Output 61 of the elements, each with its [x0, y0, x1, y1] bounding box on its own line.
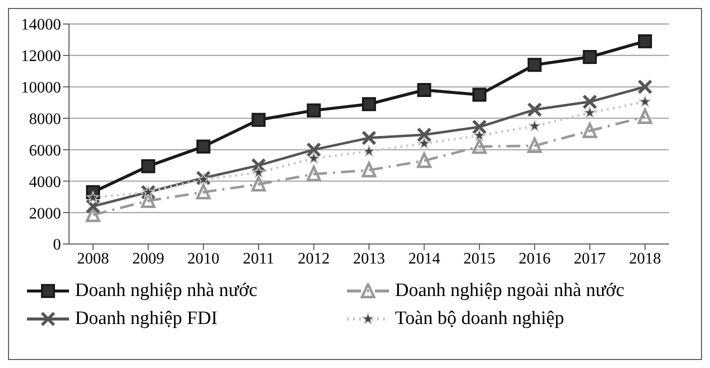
point	[584, 106, 596, 118]
point	[528, 58, 542, 72]
point	[252, 112, 266, 127]
point	[416, 127, 432, 142]
x-tick-label: 2015	[463, 250, 496, 268]
y-tick-label: 14000	[21, 16, 61, 34]
point	[418, 136, 430, 149]
point	[473, 129, 486, 141]
x-tick-label: 2016	[518, 250, 551, 268]
y-tick-label: 0	[53, 236, 61, 254]
point	[417, 83, 432, 97]
point	[638, 79, 652, 94]
y-tick-label: 2000	[29, 205, 61, 222]
point	[472, 138, 487, 154]
point	[472, 119, 487, 134]
point	[306, 142, 322, 158]
x-tick-label: 2008	[77, 250, 109, 268]
point	[196, 140, 210, 154]
point	[527, 102, 542, 118]
point	[308, 152, 320, 164]
legend-label: Toàn bộ doanh nghiệp	[395, 308, 564, 330]
point	[86, 206, 100, 222]
point	[362, 130, 376, 146]
point	[582, 94, 598, 110]
x-tick-label: 2014	[408, 250, 440, 268]
point	[306, 103, 321, 118]
point	[306, 166, 322, 182]
y-tick-label: 8000	[29, 110, 61, 128]
point	[582, 122, 598, 138]
point	[196, 184, 211, 200]
point	[251, 176, 266, 192]
x-tick-label: 2012	[298, 250, 330, 268]
point	[528, 120, 541, 132]
legend-label: Doanh nghiệp FDI	[75, 308, 218, 330]
point	[86, 198, 100, 214]
point	[362, 144, 376, 157]
x-tick-label: 2011	[242, 250, 274, 268]
y-tick-label: 12000	[21, 48, 61, 66]
point	[582, 50, 597, 64]
point	[252, 166, 265, 178]
x-tick-label: 2017	[574, 250, 606, 268]
x-tick-label: 2009	[132, 250, 164, 268]
point	[362, 97, 376, 112]
point	[362, 162, 376, 178]
point	[638, 95, 652, 108]
point	[638, 108, 652, 124]
point	[141, 159, 156, 174]
point	[638, 34, 652, 48]
y-tick-label: 4000	[29, 174, 61, 191]
point	[251, 158, 266, 173]
point	[527, 138, 542, 154]
x-tick-label: 2018	[629, 250, 661, 268]
legend-label: Doanh nghiệp ngoài nhà nước	[395, 280, 624, 302]
x-tick-label: 2010	[187, 250, 220, 268]
y-tick-label: 6000	[29, 142, 61, 160]
point	[86, 191, 100, 203]
point	[416, 152, 432, 168]
legend-label: Doanh nghiệp nhà nước	[75, 280, 258, 302]
y-tick-label: 10000	[21, 80, 61, 97]
point	[472, 88, 486, 102]
x-tick-label: 2013	[353, 250, 385, 268]
